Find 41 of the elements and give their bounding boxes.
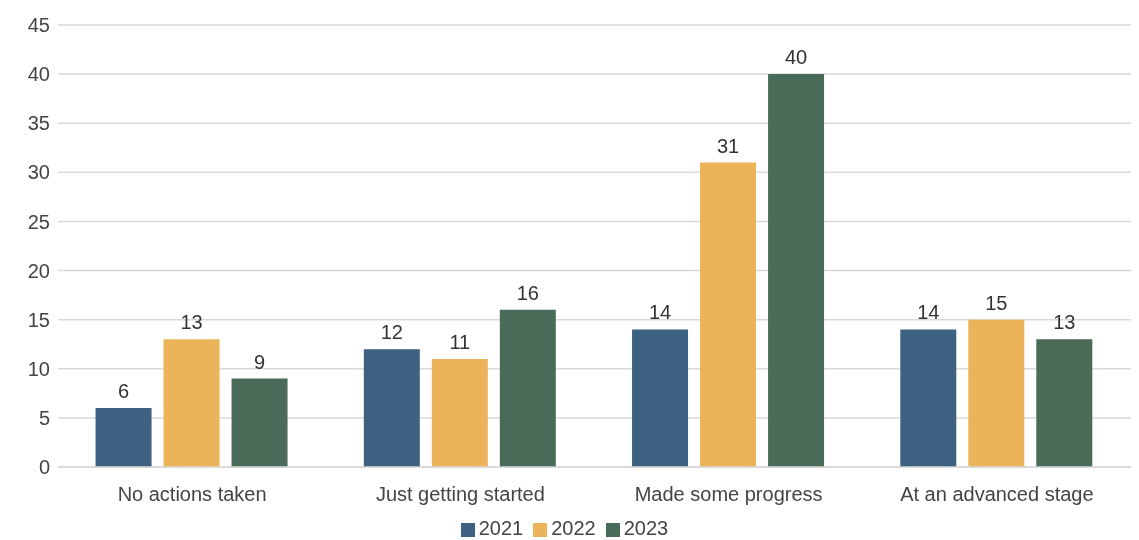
data-label: 40 xyxy=(784,46,808,69)
legend-label: 2022 xyxy=(551,517,596,539)
y-tick-label: 20 xyxy=(27,259,50,282)
bar xyxy=(95,408,152,467)
y-tick-label: 40 xyxy=(27,63,50,86)
bar xyxy=(363,349,420,467)
bar xyxy=(231,378,288,467)
data-label: 15 xyxy=(985,291,1008,314)
legend-label: 2023 xyxy=(623,517,669,539)
bar xyxy=(431,358,488,467)
y-tick-label: 35 xyxy=(27,112,50,135)
data-label: 11 xyxy=(449,330,471,353)
y-tick-label: 30 xyxy=(27,161,50,184)
y-tick-label: 0 xyxy=(38,456,50,479)
data-label: 14 xyxy=(648,301,672,324)
y-tick-label: 25 xyxy=(27,210,50,233)
y-tick-label: 5 xyxy=(38,406,50,429)
data-label: 31 xyxy=(716,134,740,157)
y-tick-label: 10 xyxy=(27,357,50,380)
bar xyxy=(1036,339,1093,467)
data-label: 9 xyxy=(253,350,266,373)
x-tick-label: Made some progress xyxy=(634,483,823,506)
bar xyxy=(163,339,220,467)
data-label: 13 xyxy=(180,311,203,334)
bar xyxy=(700,162,757,467)
bar xyxy=(968,319,1025,467)
bar xyxy=(632,329,689,467)
data-label: 12 xyxy=(380,321,403,344)
y-tick-label: 45 xyxy=(27,14,50,37)
data-label: 16 xyxy=(516,281,539,304)
data-label: 6 xyxy=(117,380,130,403)
legend-label: 2021 xyxy=(478,517,524,539)
bar xyxy=(499,309,556,467)
bar xyxy=(900,329,957,467)
x-tick-label: No actions taken xyxy=(117,483,267,506)
y-tick-label: 15 xyxy=(27,308,50,331)
x-tick-label: At an advanced stage xyxy=(900,483,1094,506)
data-label: 14 xyxy=(917,301,940,324)
bar xyxy=(768,74,825,467)
x-tick-label: Just getting started xyxy=(375,483,545,506)
data-label: 13 xyxy=(1053,311,1076,334)
